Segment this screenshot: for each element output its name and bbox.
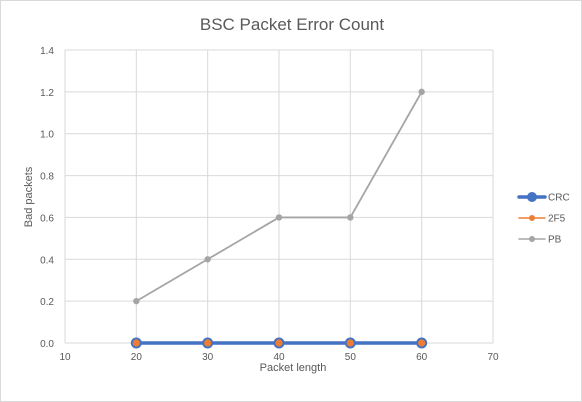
data-point-2f5-overlap [346, 339, 354, 347]
legend-label: 2F5 [548, 214, 566, 225]
x-tick-label: 30 [202, 352, 214, 363]
y-tick-label: 0.2 [40, 297, 54, 308]
legend-label: CRC [548, 193, 570, 204]
x-tick-label: 50 [345, 352, 357, 363]
legend-swatch-marker [527, 192, 537, 202]
y-tick-label: 0.8 [40, 172, 54, 183]
data-point-2f5-overlap [275, 339, 283, 347]
legend-label: PB [548, 235, 562, 246]
overlap-markers [132, 339, 426, 347]
legend-item-pb: PB [518, 235, 562, 246]
x-tick-label: 70 [487, 352, 499, 363]
x-axis-title: Packet length [260, 362, 327, 374]
data-point-pb [347, 214, 354, 221]
legend-item-2f5: 2F5 [518, 214, 566, 225]
data-point-pb [418, 88, 425, 96]
x-tick-label: 60 [416, 352, 428, 363]
y-tick-label: 0.4 [40, 255, 54, 266]
gridlines [64, 49, 494, 344]
tick-labels: 0.0 0.2 0.4 0.6 0.8 1.0 1.2 1.4 10 20 30 40 50 60 70 [40, 46, 499, 363]
y-tick-label: 0.6 [40, 213, 54, 224]
data-point-pb [204, 256, 211, 263]
y-axis-title: Bad packets [23, 166, 35, 227]
y-tick-label: 1.4 [40, 46, 54, 57]
data-point-2f5-overlap [132, 339, 140, 347]
legend-swatch-marker [529, 215, 535, 221]
legend-swatch-marker [529, 236, 535, 242]
y-tick-label: 1.0 [40, 130, 54, 141]
x-tick-label: 20 [131, 352, 143, 363]
x-tick-label: 10 [59, 352, 71, 363]
data-point-pb [275, 214, 283, 221]
legend-item-crc: CRC [517, 192, 570, 204]
series-layer [130, 88, 428, 349]
chart-title: BSC Packet Error Count [200, 15, 385, 34]
data-point-2f5-overlap [418, 339, 426, 347]
y-tick-label: 1.2 [40, 88, 54, 99]
data-point-2f5-overlap [204, 339, 212, 347]
series-pb [133, 88, 425, 305]
legend: CRC 2F5 PB [517, 192, 570, 246]
data-point-pb [133, 297, 140, 305]
y-tick-label: 0.0 [40, 339, 54, 350]
x-tick-label: 40 [273, 352, 285, 363]
